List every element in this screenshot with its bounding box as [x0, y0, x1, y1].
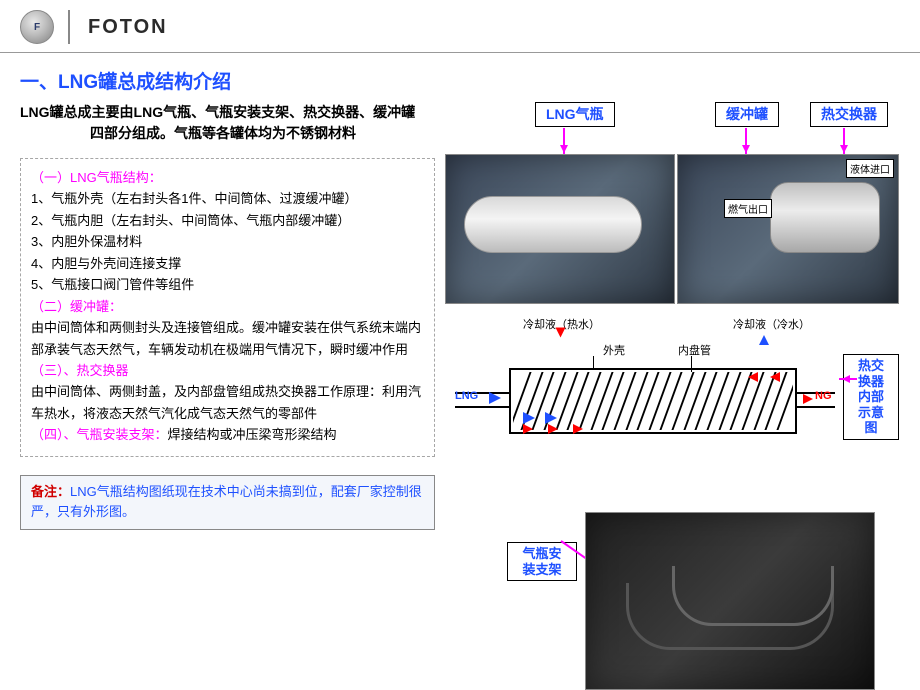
label-diagram-caption: 热交换器内部示意图	[843, 354, 899, 440]
arrow-to-photo1	[563, 128, 565, 156]
intro-line1: LNG罐总成主要由LNG气瓶、气瓶安装支架、热交换器、缓冲罐	[20, 104, 415, 120]
section1-item1: 1、气瓶外壳（左右封头各1件、中间筒体、过渡缓冲罐）	[31, 188, 424, 209]
arrow-to-diagram	[839, 378, 857, 380]
note-label: 备注：	[31, 484, 70, 499]
arrow-to-photo2a	[745, 128, 747, 156]
note-body: LNG气瓶结构图纸现在技术中心尚未搞到位，配套厂家控制很严，只有外形图。	[31, 484, 422, 520]
photo-tank-shape	[770, 182, 880, 253]
photo-lng-cylinder	[445, 154, 675, 304]
section3-body: 由中间筒体、两侧封盖，及内部盘管组成热交换器工作原理：利用汽车热水，将液态天然气…	[31, 381, 424, 424]
label-mounting-bracket: 气瓶安装支架	[507, 542, 577, 581]
label-gas-outlet: 燃气出口	[724, 199, 772, 218]
intro-line2: 四部分组成。气瓶等各罐体均为不锈钢材料	[20, 123, 435, 144]
arrow-ng-out	[803, 394, 818, 404]
diagram-cold-label: 冷却液（冷水）	[733, 316, 810, 332]
section2-body: 由中间筒体和两侧封头及连接管组成。缓冲罐安装在供气系统末端内部承装气态天然气，车…	[31, 317, 424, 360]
label-liquid-inlet: 液体进口	[846, 159, 894, 178]
arrow-flow-4	[548, 424, 563, 434]
arrow-flow-5	[573, 424, 588, 434]
arrow-to-photo2b	[843, 128, 845, 156]
header: F FOTON	[0, 0, 920, 53]
intro-text: LNG罐总成主要由LNG气瓶、气瓶安装支架、热交换器、缓冲罐 四部分组成。气瓶等…	[20, 102, 435, 144]
arrow-hot-in	[556, 328, 566, 343]
section1-item2: 2、气瓶内胆（左右封头、中间筒体、气瓶内部缓冲罐）	[31, 210, 424, 231]
section1-item4: 4、内胆与外壳间连接支撑	[31, 253, 424, 274]
arrow-flow-6	[743, 372, 758, 382]
photo-buffer-exchanger: 液体进口 燃气出口	[677, 154, 899, 304]
arrow-flow-2	[545, 412, 563, 424]
page-title: 一、LNG罐总成结构介绍	[20, 67, 920, 94]
diagram-inlet-text: LNG	[455, 390, 478, 402]
diagram-coil-label: 内盘管	[678, 342, 711, 358]
note-box: 备注：LNG气瓶结构图纸现在技术中心尚未搞到位，配套厂家控制很严，只有外形图。	[20, 475, 435, 531]
section3-heading: （三）、热交换器	[31, 360, 424, 381]
sections-box: （一）LNG气瓶结构： 1、气瓶外壳（左右封头各1件、中间筒体、过渡缓冲罐） 2…	[20, 158, 435, 457]
foton-logo-icon: F	[20, 10, 54, 44]
arrow-flow-3	[523, 424, 538, 434]
section2-heading: （二）缓冲罐：	[31, 296, 424, 317]
arrow-flow-7	[765, 372, 780, 382]
section1-heading: （一）LNG气瓶结构：	[31, 167, 424, 188]
photo-bracket-arc2	[672, 566, 833, 626]
arrow-flow-1	[523, 412, 541, 424]
left-column: LNG罐总成主要由LNG气瓶、气瓶安装支架、热交换器、缓冲罐 四部分组成。气瓶等…	[0, 102, 445, 530]
section1-item5: 5、气瓶接口阀门管件等组件	[31, 274, 424, 295]
section4-heading: （四）、气瓶安装支架：	[31, 427, 168, 442]
section1-item3: 3、内胆外保温材料	[31, 231, 424, 252]
brand-name: FOTON	[68, 10, 168, 44]
label-heat-exchanger: 热交换器	[810, 102, 888, 127]
heat-exchanger-diagram: 冷却液（热水） 冷却液（冷水） 外壳 内盘管 LNG NG	[453, 312, 837, 460]
content-area: LNG罐总成主要由LNG气瓶、气瓶安装支架、热交换器、缓冲罐 四部分组成。气瓶等…	[0, 102, 920, 530]
leader-shell	[593, 356, 594, 368]
photo-mounting-bracket	[585, 512, 875, 690]
right-column: LNG气瓶 缓冲罐 热交换器 液体进口 燃气出口 冷却液（热水） 冷却液（冷水）…	[445, 102, 900, 530]
photo-cylinder-shape	[464, 196, 642, 252]
arrow-cold-out	[759, 330, 769, 345]
label-buffer-tank: 缓冲罐	[715, 102, 779, 127]
arrow-lng-in	[489, 392, 507, 404]
label-lng-cylinder: LNG气瓶	[535, 102, 615, 127]
diagram-shell-label: 外壳	[603, 342, 625, 358]
section4-body: 焊接结构或冲压梁弯形梁结构	[168, 427, 337, 442]
